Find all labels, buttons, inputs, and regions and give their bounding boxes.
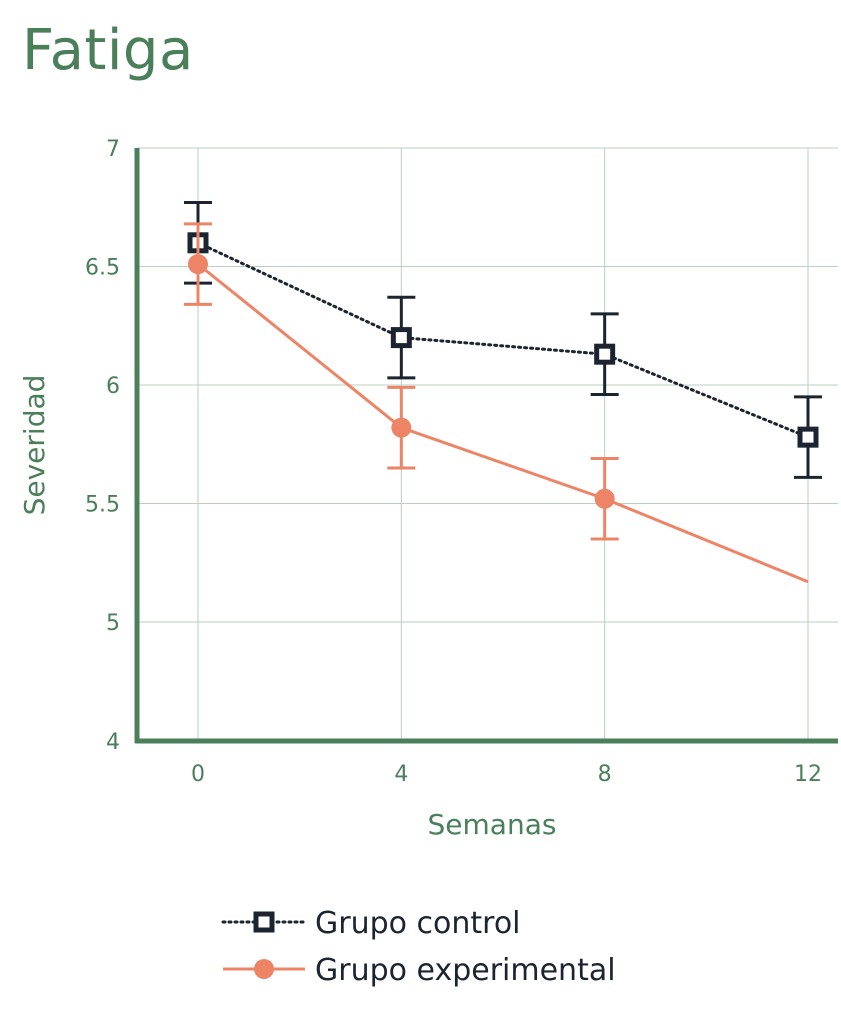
y-tick-label: 5 — [106, 611, 120, 636]
series-experimental — [184, 222, 809, 584]
series-control — [184, 201, 822, 479]
legend-label: Grupo control — [315, 906, 521, 941]
x-tick-label: 12 — [794, 762, 822, 787]
data-point-circle — [391, 417, 412, 438]
y-tick-label: 5.5 — [85, 493, 120, 518]
series-line — [197, 262, 809, 584]
legend-item-control: Grupo control — [221, 906, 521, 941]
series-layer — [184, 201, 822, 584]
x-axis-label: Semanas — [428, 808, 557, 841]
y-tick-label: 4 — [106, 730, 120, 755]
legend-label: Grupo experimental — [315, 953, 616, 988]
axes — [134, 148, 838, 744]
legend-item-experimental: Grupo experimental — [223, 953, 616, 988]
y-axis-label: Severidad — [18, 375, 51, 516]
data-point-square — [594, 343, 616, 365]
x-tick-label: 8 — [598, 762, 612, 787]
data-point-circle — [188, 254, 208, 275]
legend-marker-circle — [254, 959, 274, 979]
x-tick-label: 0 — [191, 762, 205, 787]
series-line — [196, 241, 810, 439]
data-point-square — [390, 327, 412, 349]
y-tick-label: 6.5 — [85, 256, 120, 281]
y-tick-label: 6 — [106, 374, 120, 399]
y-tick-label: 7 — [106, 137, 120, 162]
chart-title: Fatiga — [22, 18, 194, 83]
data-point-circle — [594, 488, 615, 509]
tick-labels: 4 5 5.5 6 6.5 7 0 4 8 12 — [85, 137, 822, 787]
grid-lines — [137, 147, 838, 741]
legend-marker-square — [253, 911, 275, 933]
legend: Grupo control Grupo experimental — [221, 906, 616, 988]
x-tick-label: 4 — [394, 762, 408, 787]
data-point-square — [797, 426, 819, 448]
